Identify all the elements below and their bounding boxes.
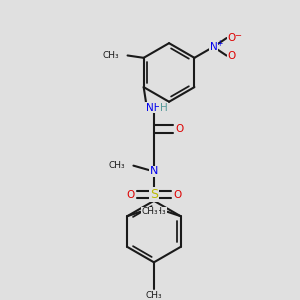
Text: O: O (173, 190, 182, 200)
Text: H: H (160, 103, 167, 112)
Text: O: O (126, 190, 135, 200)
Text: CH₃: CH₃ (142, 207, 159, 216)
Text: N: N (210, 42, 217, 52)
Text: +: + (217, 39, 223, 48)
Text: S: S (150, 188, 158, 201)
Text: NH: NH (146, 103, 162, 112)
Text: O: O (228, 51, 236, 61)
Text: CH₃: CH₃ (149, 207, 166, 216)
Text: CH₃: CH₃ (103, 51, 119, 60)
Text: O: O (175, 124, 184, 134)
Text: N: N (150, 167, 158, 176)
Text: CH₃: CH₃ (146, 291, 162, 300)
Text: CH₃: CH₃ (109, 161, 125, 170)
Text: −: − (234, 31, 241, 40)
Text: O: O (228, 33, 236, 43)
